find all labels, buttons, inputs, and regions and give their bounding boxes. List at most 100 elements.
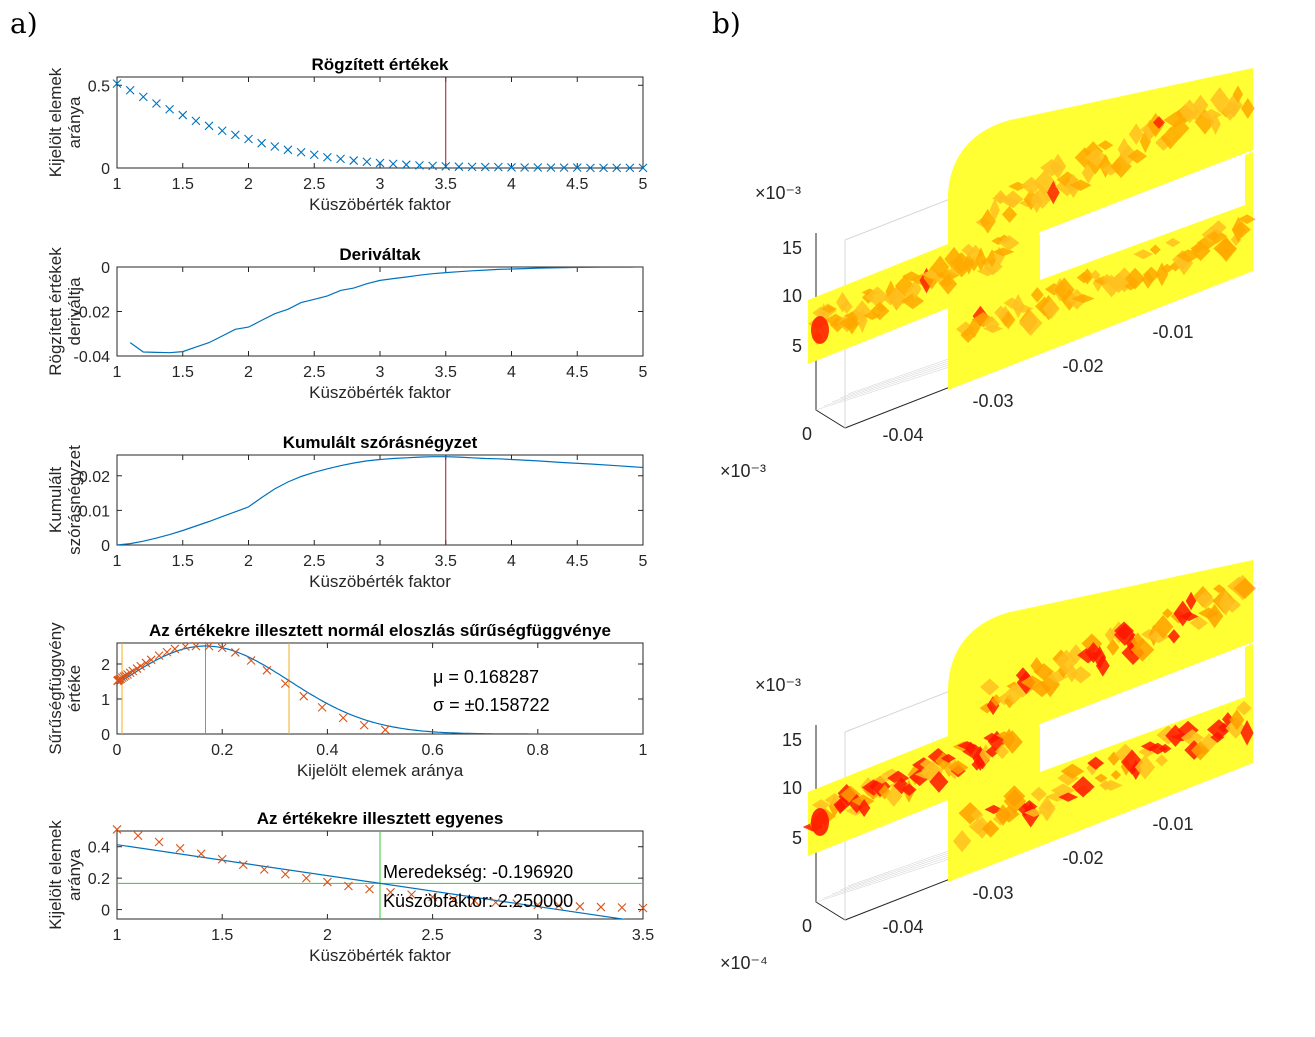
voxel bbox=[1011, 293, 1025, 319]
voxel bbox=[1008, 181, 1028, 191]
data-point bbox=[132, 664, 142, 673]
y-tick-label: 0.01 bbox=[79, 503, 110, 520]
data-point bbox=[546, 163, 556, 173]
voxel bbox=[1085, 148, 1109, 167]
data-point bbox=[230, 648, 240, 657]
voxel bbox=[1001, 310, 1016, 330]
threshold-annotation: Küszöbfaktor: 2.250000 bbox=[383, 891, 573, 911]
voxel bbox=[1042, 298, 1060, 320]
voxel bbox=[1020, 176, 1043, 195]
data-point bbox=[428, 161, 437, 171]
data-point bbox=[638, 903, 648, 913]
data-point bbox=[467, 162, 477, 172]
voxel bbox=[1167, 629, 1181, 644]
voxel bbox=[1196, 590, 1215, 610]
voxel bbox=[939, 273, 958, 295]
y-tick-label: -0.03 bbox=[972, 391, 1013, 411]
data-point bbox=[480, 162, 490, 172]
voxel bbox=[840, 299, 853, 314]
data-point bbox=[112, 825, 122, 834]
voxel bbox=[980, 678, 1000, 696]
voxel bbox=[1155, 754, 1169, 767]
x-tick-label: 1 bbox=[113, 927, 122, 944]
x-tick-label: 2 bbox=[244, 364, 253, 381]
y-axis-label: Kumuláltszórásnégyzet bbox=[46, 445, 84, 555]
voxel bbox=[857, 307, 868, 334]
data-point bbox=[154, 651, 164, 660]
y-tick-label: -0.04 bbox=[882, 917, 923, 937]
voxel bbox=[975, 750, 990, 770]
data-point bbox=[123, 670, 132, 679]
voxel bbox=[970, 808, 984, 822]
voxel bbox=[876, 304, 887, 313]
chart-1: 1 1.5 2 2.5 3 3.5 4 4.5 5 0 0.5 Rögzített értékek Kü… bbox=[46, 55, 648, 214]
data-point bbox=[317, 703, 327, 712]
voxel bbox=[1210, 87, 1230, 113]
voxel bbox=[1210, 220, 1227, 235]
z-tick-label: 10 bbox=[782, 286, 802, 306]
voxel bbox=[1190, 240, 1211, 262]
voxel bbox=[873, 774, 891, 784]
data-point bbox=[309, 150, 319, 160]
y-axis-label: Kijelölt elemekaránya bbox=[46, 820, 84, 930]
data-point bbox=[554, 901, 564, 911]
voxel bbox=[1030, 786, 1047, 802]
voxel bbox=[1128, 123, 1144, 145]
voxel bbox=[1069, 666, 1092, 684]
voxel bbox=[1107, 751, 1121, 766]
data-point bbox=[441, 161, 451, 171]
x-tick-label: 4.5 bbox=[566, 364, 588, 381]
data-point bbox=[449, 894, 459, 904]
voxel bbox=[1047, 180, 1060, 205]
data-point bbox=[162, 647, 172, 657]
voxel bbox=[1216, 236, 1237, 262]
data-point bbox=[380, 725, 390, 735]
z-tick-label: 5 bbox=[792, 336, 802, 356]
voxel bbox=[1081, 633, 1103, 654]
x-tick-label: 2.5 bbox=[421, 927, 443, 944]
data-point bbox=[125, 668, 135, 678]
voxel bbox=[981, 819, 1000, 838]
data-point bbox=[196, 849, 206, 859]
data-point bbox=[191, 116, 201, 126]
hot-spot bbox=[811, 808, 829, 836]
voxel bbox=[984, 804, 1004, 815]
data-point bbox=[230, 130, 240, 140]
data-point bbox=[559, 163, 569, 173]
chart-5: 1 1.5 2 2.5 3 3.5 0 0.2 0.4 Az értékekre illeszte… bbox=[46, 809, 654, 965]
data-point bbox=[362, 157, 372, 167]
voxel bbox=[1237, 214, 1256, 225]
plot-area bbox=[129, 267, 643, 354]
data-point bbox=[259, 865, 269, 874]
data-point bbox=[638, 163, 648, 173]
voxel bbox=[1205, 604, 1224, 629]
data-point bbox=[257, 138, 267, 148]
series-line bbox=[129, 267, 643, 354]
voxel bbox=[1152, 116, 1165, 129]
x-tick-label: 2.5 bbox=[303, 553, 325, 570]
x-axis-label: Küszöbérték faktor bbox=[309, 572, 451, 591]
data-point bbox=[280, 679, 290, 688]
voxel bbox=[1236, 700, 1252, 716]
y-axis-label-line: Rögzített értékek bbox=[46, 247, 65, 376]
data-point bbox=[244, 134, 253, 144]
data-point bbox=[299, 691, 309, 701]
y-axis-label: Kijelölt elemekaránya bbox=[46, 67, 84, 177]
voxel bbox=[1142, 266, 1160, 283]
x-exponent-label: ×10⁻⁴ bbox=[720, 953, 768, 973]
voxel bbox=[1087, 756, 1105, 770]
voxel bbox=[986, 249, 998, 268]
voxel bbox=[1040, 671, 1061, 698]
data-point bbox=[238, 860, 248, 870]
voxel bbox=[993, 246, 1005, 267]
z-tick-label: 15 bbox=[782, 238, 802, 258]
data-point bbox=[112, 79, 122, 89]
y-tick-label: -0.04 bbox=[882, 425, 923, 445]
data-point bbox=[283, 145, 293, 155]
z-tick-label: 10 bbox=[782, 778, 802, 798]
data-point bbox=[165, 104, 174, 114]
x-axis-label: Kijelölt elemek aránya bbox=[297, 761, 464, 780]
y-tick-label: 2 bbox=[101, 657, 110, 674]
data-point bbox=[301, 873, 311, 883]
tube-gap bbox=[1040, 647, 1245, 772]
